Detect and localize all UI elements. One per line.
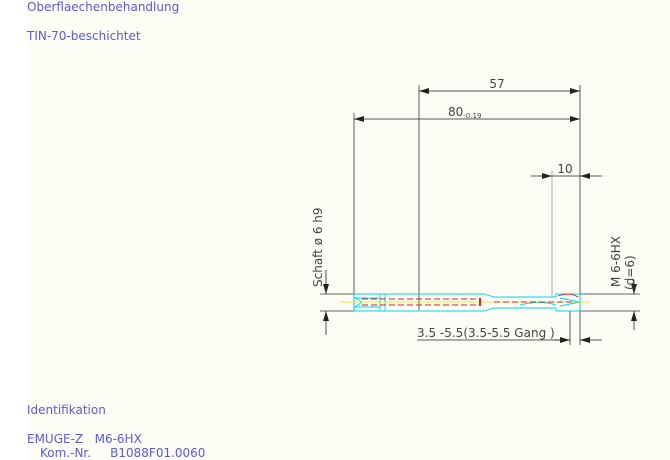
thread-size-text: M 6-6HX bbox=[609, 236, 623, 287]
thread-range-text: 3.5 -5.5(3.5-5.5 Gang ) bbox=[417, 326, 555, 340]
dim-57-text: 57 bbox=[489, 77, 504, 91]
identification-product: EMUGE-Z M6-6HX bbox=[27, 432, 142, 446]
dim-10-text: 10 bbox=[557, 162, 572, 176]
thread-diameter-text: (d=6) bbox=[623, 255, 637, 290]
surface-treatment-value: TIN-70-beschichtet bbox=[27, 29, 141, 43]
dimension-lines bbox=[323, 88, 637, 343]
tool-body bbox=[353, 293, 581, 312]
dim-80-text: 80-0.19 bbox=[448, 105, 481, 120]
shank-diameter-text: Schaft ø 6 h9 bbox=[311, 207, 325, 287]
surface-treatment-label: Oberflaechenbehandlung bbox=[27, 0, 180, 14]
identification-kom-nr: Kom.-Nr. B1088F01.0060 bbox=[40, 446, 206, 460]
identification-label: Identifikation bbox=[27, 403, 106, 417]
hidden-lines bbox=[362, 293, 579, 306]
drawing-sheet bbox=[27, 0, 670, 460]
